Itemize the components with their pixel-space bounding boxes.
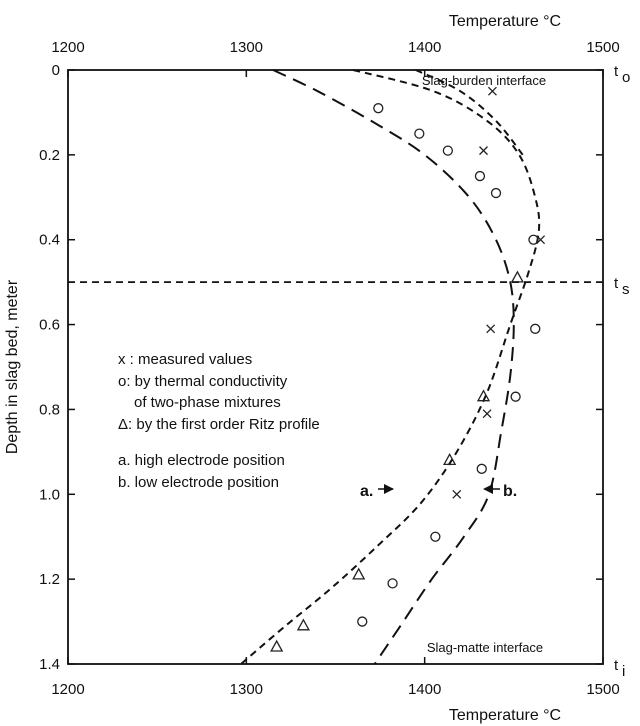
y-tick-label: 1.2 [39, 571, 60, 588]
data-markers [271, 87, 544, 651]
data-point-thermal-conductivity [374, 104, 383, 113]
legend-line: Δ: by the first order Ritz profile [118, 416, 320, 433]
bottom-x-tick-label: 1300 [230, 681, 263, 698]
data-point-thermal-conductivity [358, 617, 367, 626]
bottom-x-tick-label: 1500 [586, 681, 619, 698]
right-edge-label: t [614, 275, 619, 292]
data-point-thermal-conductivity [475, 172, 484, 181]
arrow-a: a. [360, 483, 394, 500]
data-point-measured [453, 490, 461, 498]
legend-line: x : measured values [118, 351, 252, 368]
data-point-thermal-conductivity [477, 464, 486, 473]
legend-line: o: by thermal conductivity [118, 373, 288, 390]
arrow-b-label: b. [503, 483, 517, 500]
top-x-tick-label: 1400 [408, 39, 441, 56]
y-tick-label: 1.0 [39, 486, 60, 503]
arrow-a-label: a. [360, 483, 373, 500]
slag-burden-interface-label: Slag-burden interface [422, 73, 546, 88]
arrow-b-head [483, 484, 493, 494]
curve-line [241, 70, 539, 664]
legend-line: a. high electrode position [118, 452, 285, 469]
y-tick-label: 0.6 [39, 317, 60, 334]
data-point-thermal-conductivity [431, 532, 440, 541]
legend: x : measured values o: by thermal conduc… [118, 351, 320, 491]
right-edge-label-subscript: s [622, 281, 630, 298]
data-point-ritz-profile [512, 272, 523, 282]
bottom-x-tick-label: 1400 [408, 681, 441, 698]
y-tick-label: 0.2 [39, 147, 60, 164]
data-point-thermal-conductivity [511, 392, 520, 401]
axis-ticks: 1200 1200 1300 1300 1400 1400 1500 1500 0 0.2 0.4 0… [39, 39, 630, 698]
data-point-thermal-conductivity [531, 324, 540, 333]
right-edge-label: t [614, 657, 619, 674]
legend-line: b. low electrode position [118, 474, 279, 491]
data-point-measured [483, 410, 491, 418]
top-x-tick-label: 1500 [586, 39, 619, 56]
y-tick-label: 0 [52, 62, 60, 79]
data-point-ritz-profile [298, 620, 309, 630]
right-edge-label-subscript: o [622, 69, 630, 86]
y-tick-label: 0.4 [39, 232, 60, 249]
data-point-measured [487, 325, 495, 333]
y-tick-label: 0.8 [39, 401, 60, 418]
legend-line: of two-phase mixtures [134, 394, 281, 411]
top-x-tick-label: 1200 [51, 39, 84, 56]
bottom-x-tick-label: 1200 [51, 681, 84, 698]
data-point-measured [480, 147, 488, 155]
curve-line [273, 70, 514, 664]
arrow-b: b. [483, 483, 517, 500]
data-point-measured [488, 87, 496, 95]
data-point-ritz-profile [271, 641, 282, 651]
right-edge-label: t [614, 63, 619, 80]
arrow-a-head [384, 484, 394, 494]
bottom-x-axis-title: Temperature °C [449, 707, 561, 724]
data-point-thermal-conductivity [388, 579, 397, 588]
top-x-tick-label: 1300 [230, 39, 263, 56]
slag-matte-interface-label: Slag-matte interface [427, 640, 543, 655]
data-point-thermal-conductivity [443, 146, 452, 155]
data-point-thermal-conductivity [492, 189, 501, 198]
right-edge-label-subscript: i [622, 663, 625, 680]
y-tick-label: 1.4 [39, 656, 60, 673]
top-x-axis-title: Temperature °C [449, 13, 561, 30]
data-point-thermal-conductivity [415, 129, 424, 138]
y-axis-title: Depth in slag bed, meter [4, 279, 21, 454]
data-point-ritz-profile [353, 569, 364, 579]
